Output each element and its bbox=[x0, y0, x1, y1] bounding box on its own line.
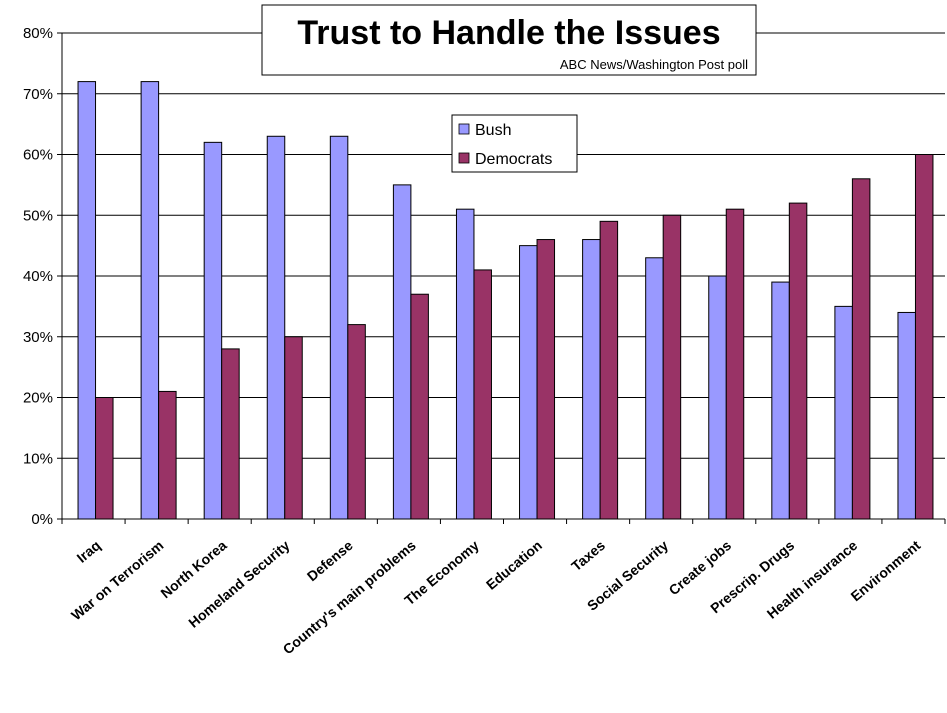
bar-democrats-create-jobs bbox=[725, 208, 745, 520]
gridlines bbox=[62, 32, 945, 459]
y-tick-label: 70% bbox=[23, 86, 53, 103]
legend-swatch-bush bbox=[458, 123, 470, 135]
x-tick-label: Country's main problems bbox=[280, 537, 419, 658]
y-tick-label: 80% bbox=[23, 25, 53, 42]
bar-bush-war-on-terrorism bbox=[140, 81, 160, 520]
bar-bush-defense bbox=[329, 135, 349, 520]
bar-bush-health-insurance bbox=[834, 305, 853, 520]
bar-bush-prescrip-drugs bbox=[771, 281, 790, 520]
bar-democrats-taxes bbox=[599, 220, 619, 520]
legend-swatch-democrats bbox=[458, 152, 470, 164]
bar-democrats-prescrip-drugs bbox=[788, 202, 808, 520]
bar-democrats-homeland-security bbox=[284, 336, 303, 520]
legend: Bush Democrats bbox=[451, 114, 578, 173]
bar-bush-iraq bbox=[77, 81, 97, 520]
x-tick-label: Defense bbox=[304, 537, 356, 584]
y-tick-label: 60% bbox=[23, 147, 53, 164]
y-tick-label: 50% bbox=[23, 207, 53, 224]
y-tick-label: 30% bbox=[23, 329, 53, 346]
bar-bush-education bbox=[519, 245, 538, 520]
axes bbox=[61, 33, 946, 524]
bar-bush-social-security bbox=[645, 257, 664, 520]
title-box: Trust to Handle the Issues ABC News/Wash… bbox=[261, 4, 757, 76]
bar-bush-create-jobs bbox=[708, 275, 727, 520]
bar-democrats-the-economy bbox=[473, 269, 492, 520]
x-tick-label: Iraq bbox=[74, 537, 104, 566]
bar-bush-country-s-main-problems bbox=[392, 184, 412, 520]
chart-title: Trust to Handle the Issues bbox=[297, 14, 720, 52]
bar-bush-the-economy bbox=[455, 208, 475, 520]
bar-democrats-north-korea bbox=[221, 348, 240, 520]
y-tick-label: 20% bbox=[23, 390, 53, 407]
bar-democrats-defense bbox=[347, 324, 366, 520]
x-tick-label: Education bbox=[483, 537, 545, 593]
y-tick-labels: 0% 10% 20% 30% 40% 50% 60% 70% 80% bbox=[23, 25, 62, 528]
y-tick-label: 0% bbox=[31, 511, 53, 528]
bar-democrats-war-on-terrorism bbox=[158, 390, 177, 520]
bar-democrats-iraq bbox=[95, 397, 114, 520]
bar-democrats-health-insurance bbox=[851, 178, 871, 520]
legend-label-democrats: Democrats bbox=[475, 151, 552, 168]
bar-democrats-social-security bbox=[662, 214, 682, 520]
legend-label-bush: Bush bbox=[475, 122, 511, 139]
y-tick-label: 10% bbox=[23, 450, 53, 467]
bar-democrats-country-s-main-problems bbox=[410, 293, 429, 520]
bar-bush-homeland-security bbox=[266, 135, 286, 520]
x-tick-label: Environment bbox=[848, 537, 924, 604]
bar-bush-environment bbox=[897, 311, 916, 520]
bar-democrats-education bbox=[536, 239, 556, 520]
bar-democrats-environment bbox=[914, 154, 934, 520]
bar-bush-taxes bbox=[582, 239, 601, 520]
bar-bush-north-korea bbox=[203, 141, 223, 520]
chart-subtitle: ABC News/Washington Post poll bbox=[560, 57, 748, 72]
y-tick-label: 40% bbox=[23, 268, 53, 285]
x-tick-label: Taxes bbox=[568, 537, 608, 574]
